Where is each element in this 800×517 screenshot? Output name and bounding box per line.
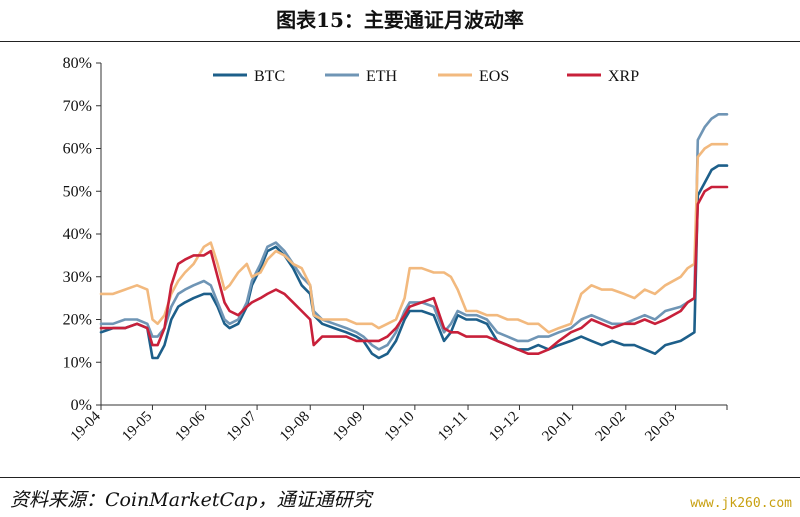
legend-label-btc: BTC bbox=[254, 68, 285, 85]
source-note: 资料来源：CoinMarketCap，通证通研究 bbox=[10, 489, 372, 511]
x-tick-label: 19-07 bbox=[224, 408, 260, 444]
y-tick-label: 0% bbox=[71, 397, 92, 414]
page-title: 图表15：主要通证月波动率 bbox=[276, 8, 524, 32]
y-tick-label: 80% bbox=[63, 55, 92, 72]
series-line-eos bbox=[99, 142, 729, 334]
bottom-divider bbox=[0, 477, 800, 478]
legend-label-eth: ETH bbox=[366, 68, 398, 85]
top-divider bbox=[0, 41, 800, 42]
x-tick-label: 20-03 bbox=[642, 409, 678, 445]
y-tick-label: 20% bbox=[63, 312, 92, 329]
x-tick-label: 20-01 bbox=[539, 409, 575, 445]
legend-label-eos: EOS bbox=[479, 68, 509, 85]
x-tick-label: 20-02 bbox=[593, 409, 629, 445]
series-layer bbox=[99, 113, 729, 360]
y-tick-label: 50% bbox=[63, 183, 92, 200]
x-axis: 19-04 19-05 19-06 19-07 19-08 19-09 19-10 19-11… bbox=[68, 404, 728, 445]
y-axis: 0% 10% 20% 30% 40% 50% 60% 70% 80% bbox=[63, 55, 102, 414]
series-line-eth bbox=[99, 113, 729, 351]
x-tick-label: 19-10 bbox=[382, 409, 418, 445]
y-tick-label: 10% bbox=[63, 354, 92, 371]
x-tick-label: 19-05 bbox=[119, 409, 155, 445]
x-tick-label: 19-06 bbox=[172, 408, 208, 444]
x-tick-label: 19-12 bbox=[486, 409, 522, 445]
series-line-xrp bbox=[99, 185, 729, 355]
x-tick-label: 19-09 bbox=[330, 409, 366, 445]
y-tick-label: 30% bbox=[63, 269, 92, 286]
watermark-url: www.jk260.com bbox=[690, 496, 792, 511]
series-line-btc bbox=[99, 164, 729, 360]
legend-label-xrp: XRP bbox=[608, 68, 639, 85]
x-tick-label: 19-11 bbox=[435, 409, 471, 445]
x-tick-label: 19-08 bbox=[277, 409, 313, 445]
y-tick-label: 70% bbox=[63, 98, 92, 115]
y-tick-label: 60% bbox=[63, 141, 92, 158]
y-tick-label: 40% bbox=[63, 226, 92, 243]
legend: BTC ETH EOS XRP bbox=[213, 68, 639, 85]
